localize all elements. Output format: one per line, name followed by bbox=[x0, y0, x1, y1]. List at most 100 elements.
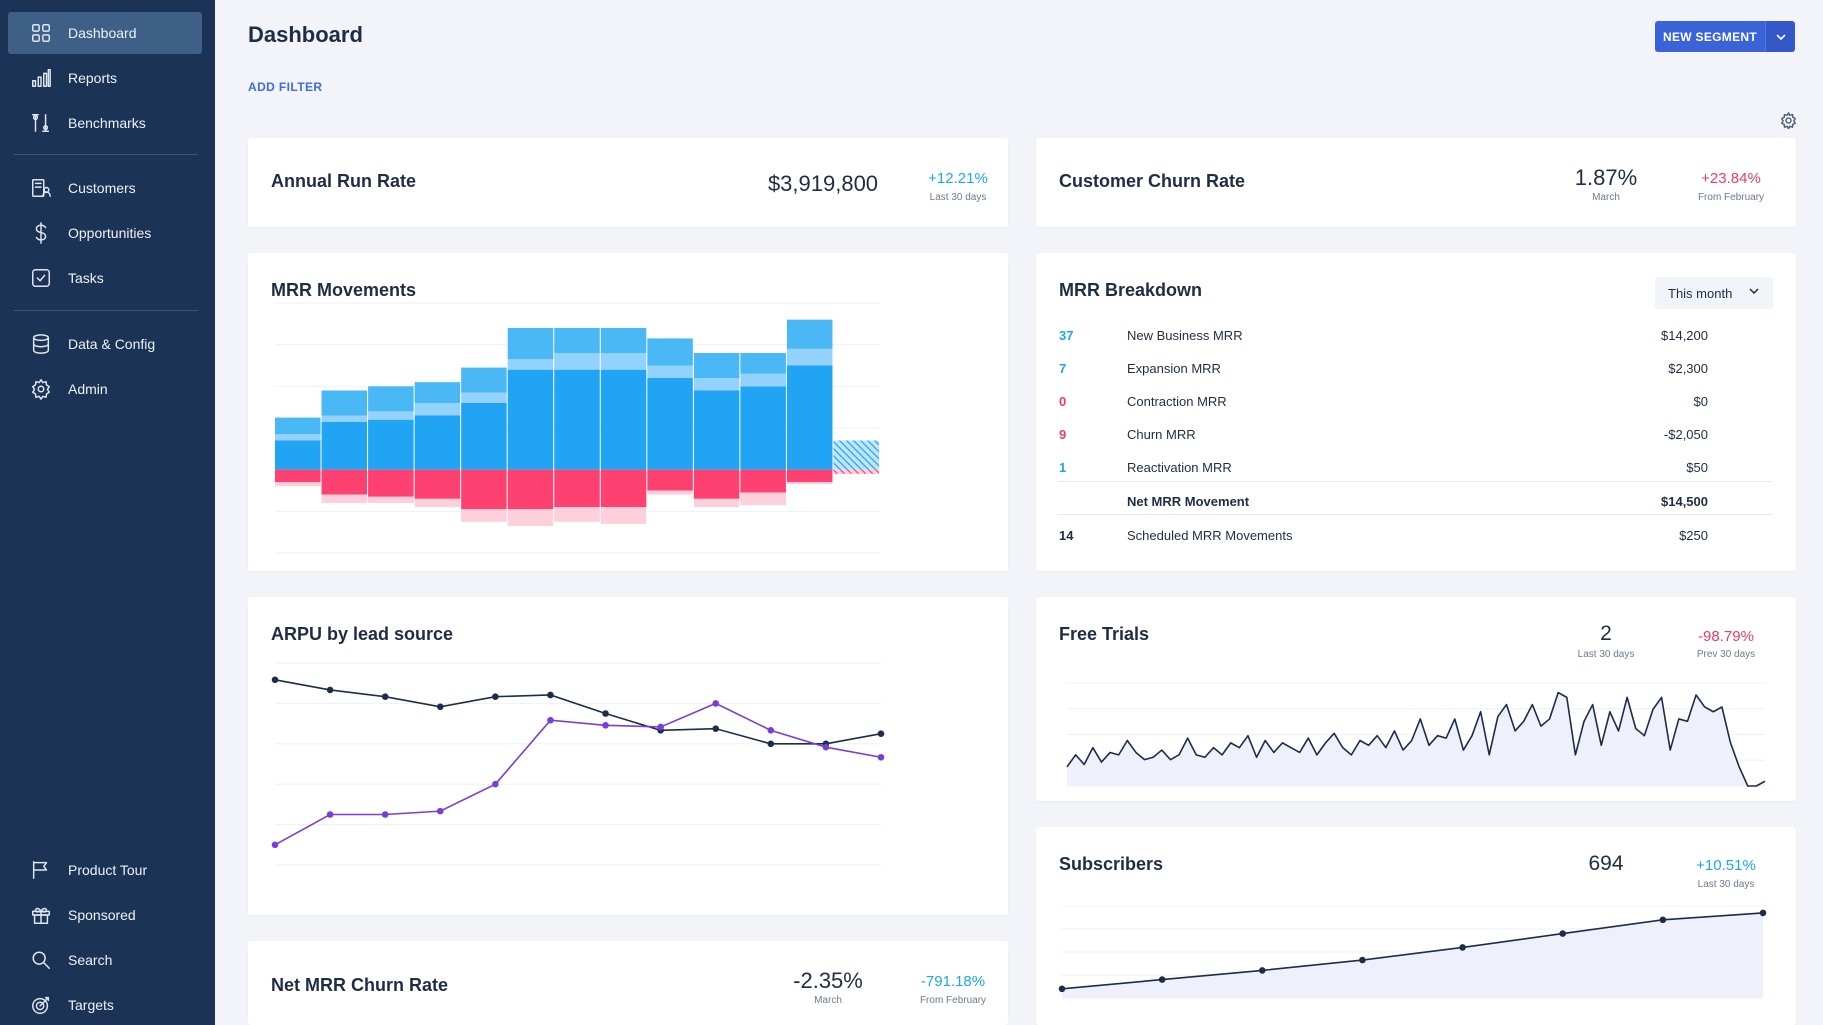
arpu-data-point bbox=[657, 723, 664, 731]
expansion-bar bbox=[461, 392, 507, 403]
row-count: 37 bbox=[1059, 328, 1074, 343]
contraction-bar bbox=[693, 498, 740, 508]
contraction-bar bbox=[740, 492, 786, 506]
breakdown-row-new-business[interactable]: 37 New Business MRR $14,200 bbox=[1036, 319, 1752, 352]
churn-bar bbox=[321, 469, 368, 495]
expansion-bar bbox=[507, 359, 554, 370]
sidebar-item-benchmarks[interactable]: Benchmarks bbox=[8, 102, 202, 144]
arpu-data-point bbox=[492, 693, 499, 700]
reactivation-bar bbox=[461, 367, 507, 393]
settings-gear-icon[interactable] bbox=[1780, 112, 1797, 129]
card-title: Subscribers bbox=[1059, 854, 1164, 874]
reactivation-bar bbox=[321, 390, 368, 416]
breakdown-row-contraction[interactable]: 0 Contraction MRR $0 bbox=[1036, 385, 1752, 418]
contraction-bar bbox=[600, 507, 647, 524]
gear-icon bbox=[29, 377, 53, 401]
breakdown-row-scheduled[interactable]: 14 Scheduled MRR Movements $250 bbox=[1036, 519, 1752, 552]
arpu-series-line bbox=[274, 679, 882, 745]
churn-bar bbox=[368, 469, 414, 497]
churn-bar bbox=[600, 469, 647, 508]
sidebar-item-search[interactable]: Search bbox=[8, 939, 202, 981]
reactivation-bar bbox=[275, 417, 321, 435]
trials-value-period: Last 30 days bbox=[1577, 649, 1635, 660]
bar-chart-icon bbox=[29, 66, 53, 90]
table-divider bbox=[1058, 514, 1772, 515]
new-business-bar bbox=[321, 421, 368, 470]
net-churn-value-period: March bbox=[814, 995, 842, 1006]
sidebar-item-product-tour[interactable]: Product Tour bbox=[8, 849, 202, 891]
new-segment-dropdown-button[interactable] bbox=[1765, 21, 1795, 52]
sidebar-item-sponsored[interactable]: Sponsored bbox=[8, 894, 202, 936]
churn-bar bbox=[740, 469, 786, 493]
arpu-data-point bbox=[822, 743, 830, 751]
row-amount: $14,500 bbox=[1661, 494, 1708, 509]
sidebar-item-label: Tasks bbox=[68, 270, 104, 286]
period-dropdown[interactable]: This month bbox=[1655, 277, 1773, 309]
subscribers-card[interactable]: Subscribers 694 +10.51% Last 30 days bbox=[1036, 827, 1796, 1025]
trials-line bbox=[1066, 691, 1766, 787]
breakdown-row-churn[interactable]: 9 Churn MRR -$2,050 bbox=[1036, 418, 1752, 451]
contraction-bar bbox=[554, 507, 600, 522]
arpu-data-point bbox=[436, 703, 444, 711]
sidebar-item-tasks[interactable]: Tasks bbox=[8, 257, 202, 299]
contraction-bar bbox=[461, 509, 507, 522]
chevron-down-icon bbox=[1775, 33, 1786, 40]
sidebar-item-data-config[interactable]: Data & Config bbox=[8, 323, 202, 365]
breakdown-row-reactivation[interactable]: 1 Reactivation MRR $50 bbox=[1036, 451, 1752, 484]
subscribers-data-point bbox=[1559, 930, 1567, 937]
sidebar-item-customers[interactable]: Customers bbox=[8, 167, 202, 209]
sidebar-item-admin[interactable]: Admin bbox=[8, 368, 202, 410]
expansion-bar bbox=[321, 415, 368, 422]
sidebar-item-label: Benchmarks bbox=[68, 115, 146, 131]
gift-icon bbox=[29, 903, 53, 927]
sidebar-item-label: Dashboard bbox=[68, 25, 137, 41]
row-label: Expansion MRR bbox=[1127, 361, 1221, 376]
contraction-bar bbox=[786, 482, 833, 485]
sidebar-item-reports[interactable]: Reports bbox=[8, 57, 202, 99]
arpu-data-point bbox=[767, 727, 775, 734]
new-business-bar bbox=[554, 369, 600, 470]
sidebar-item-label: Targets bbox=[68, 997, 114, 1013]
target-icon bbox=[29, 993, 53, 1017]
page-title: Dashboard bbox=[248, 22, 363, 47]
arpu-card[interactable]: ARPU by lead source bbox=[248, 597, 1008, 915]
sidebar-item-opportunities[interactable]: Opportunities bbox=[8, 212, 202, 254]
card-title: Net MRR Churn Rate bbox=[271, 975, 449, 995]
churn-bar bbox=[554, 469, 600, 508]
mrr-movements-card[interactable]: MRR Movements bbox=[248, 253, 1008, 571]
arpu-data-point bbox=[436, 807, 444, 815]
add-filter-link[interactable]: ADD FILTER bbox=[248, 80, 323, 94]
new-business-bar bbox=[600, 369, 647, 470]
row-amount: $50 bbox=[1686, 460, 1708, 475]
card-title: MRR Movements bbox=[271, 280, 417, 300]
arpu-data-point bbox=[877, 730, 885, 737]
expansion-bar bbox=[693, 378, 740, 391]
row-count: 1 bbox=[1059, 460, 1067, 475]
subscribers-line bbox=[1061, 912, 1764, 990]
net-mrr-churn-card[interactable]: Net MRR Churn Rate -2.35% March -791.18%… bbox=[248, 941, 1008, 1025]
arpu-data-point bbox=[381, 693, 389, 700]
row-label: Churn MRR bbox=[1127, 427, 1196, 442]
arpu-data-point bbox=[271, 841, 279, 849]
new-business-bar bbox=[368, 419, 414, 470]
arpu-data-point bbox=[492, 780, 499, 788]
reactivation-bar bbox=[693, 353, 740, 378]
subscribers-data-point bbox=[1359, 956, 1366, 964]
period-dropdown-label: This month bbox=[1668, 285, 1733, 301]
free-trials-card[interactable]: Free Trials 2 Last 30 days -98.79% Prev … bbox=[1036, 597, 1796, 801]
sidebar-item-label: Sponsored bbox=[68, 907, 136, 923]
arpu-data-point bbox=[767, 740, 775, 748]
breakdown-row-net: Net MRR Movement $14,500 bbox=[1036, 485, 1752, 518]
sidebar-divider bbox=[14, 154, 198, 155]
annual-run-rate-card[interactable]: Annual Run Rate $3,919,800 +12.21% Last … bbox=[248, 138, 1008, 227]
reactivation-bar bbox=[740, 353, 786, 374]
reactivation-bar bbox=[647, 338, 693, 366]
new-segment-button[interactable]: NEW SEGMENT bbox=[1655, 21, 1765, 52]
card-title: Free Trials bbox=[1059, 624, 1150, 644]
expansion-bar bbox=[740, 373, 786, 387]
customer-churn-card[interactable]: Customer Churn Rate 1.87% March +23.84% … bbox=[1036, 138, 1796, 227]
breakdown-row-expansion[interactable]: 7 Expansion MRR $2,300 bbox=[1036, 352, 1752, 385]
sidebar-item-dashboard[interactable]: Dashboard bbox=[8, 12, 202, 54]
sidebar-item-targets[interactable]: Targets bbox=[8, 984, 202, 1025]
arpu-series-line bbox=[274, 702, 882, 846]
